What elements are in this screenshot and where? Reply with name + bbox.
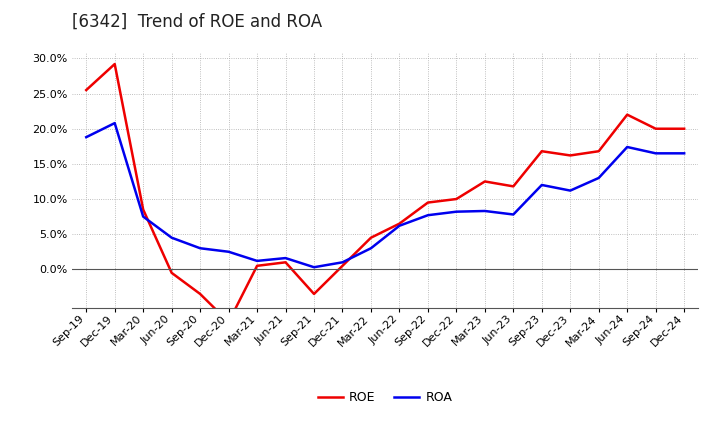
ROA [480, 209, 489, 214]
ROA [595, 175, 603, 180]
Text: [6342]  Trend of ROE and ROA: [6342] Trend of ROE and ROA [72, 13, 322, 31]
ROA [423, 213, 432, 218]
ROA [366, 246, 375, 251]
ROA [225, 249, 233, 254]
ROE [282, 260, 290, 265]
ROE [310, 291, 318, 297]
ROE [652, 126, 660, 132]
ROA [139, 214, 148, 219]
ROA [652, 150, 660, 156]
ROA [509, 212, 518, 217]
ROA [196, 246, 204, 251]
ROA [537, 182, 546, 187]
ROE [139, 207, 148, 212]
ROE [509, 184, 518, 189]
ROE [423, 200, 432, 205]
ROA [566, 188, 575, 193]
ROA [253, 258, 261, 264]
ROE [366, 235, 375, 240]
ROE [452, 196, 461, 202]
ROE [680, 126, 688, 132]
ROE [480, 179, 489, 184]
ROE [82, 88, 91, 93]
ROE [623, 112, 631, 117]
ROE [338, 263, 347, 268]
ROE [253, 263, 261, 268]
ROA [282, 256, 290, 261]
Line: ROA: ROA [86, 123, 684, 267]
ROA [167, 235, 176, 240]
ROA [395, 223, 404, 228]
ROE [595, 149, 603, 154]
ROE [395, 221, 404, 226]
ROE [167, 270, 176, 275]
ROA [680, 150, 688, 156]
Line: ROE: ROE [86, 64, 684, 322]
ROA [338, 260, 347, 265]
ROE [196, 291, 204, 297]
ROE [566, 153, 575, 158]
Legend: ROE, ROA: ROE, ROA [313, 386, 457, 409]
ROE [225, 319, 233, 325]
ROA [452, 209, 461, 214]
ROA [110, 121, 119, 126]
ROA [623, 144, 631, 150]
ROA [310, 264, 318, 270]
ROE [110, 62, 119, 67]
ROA [82, 135, 91, 140]
ROE [537, 149, 546, 154]
